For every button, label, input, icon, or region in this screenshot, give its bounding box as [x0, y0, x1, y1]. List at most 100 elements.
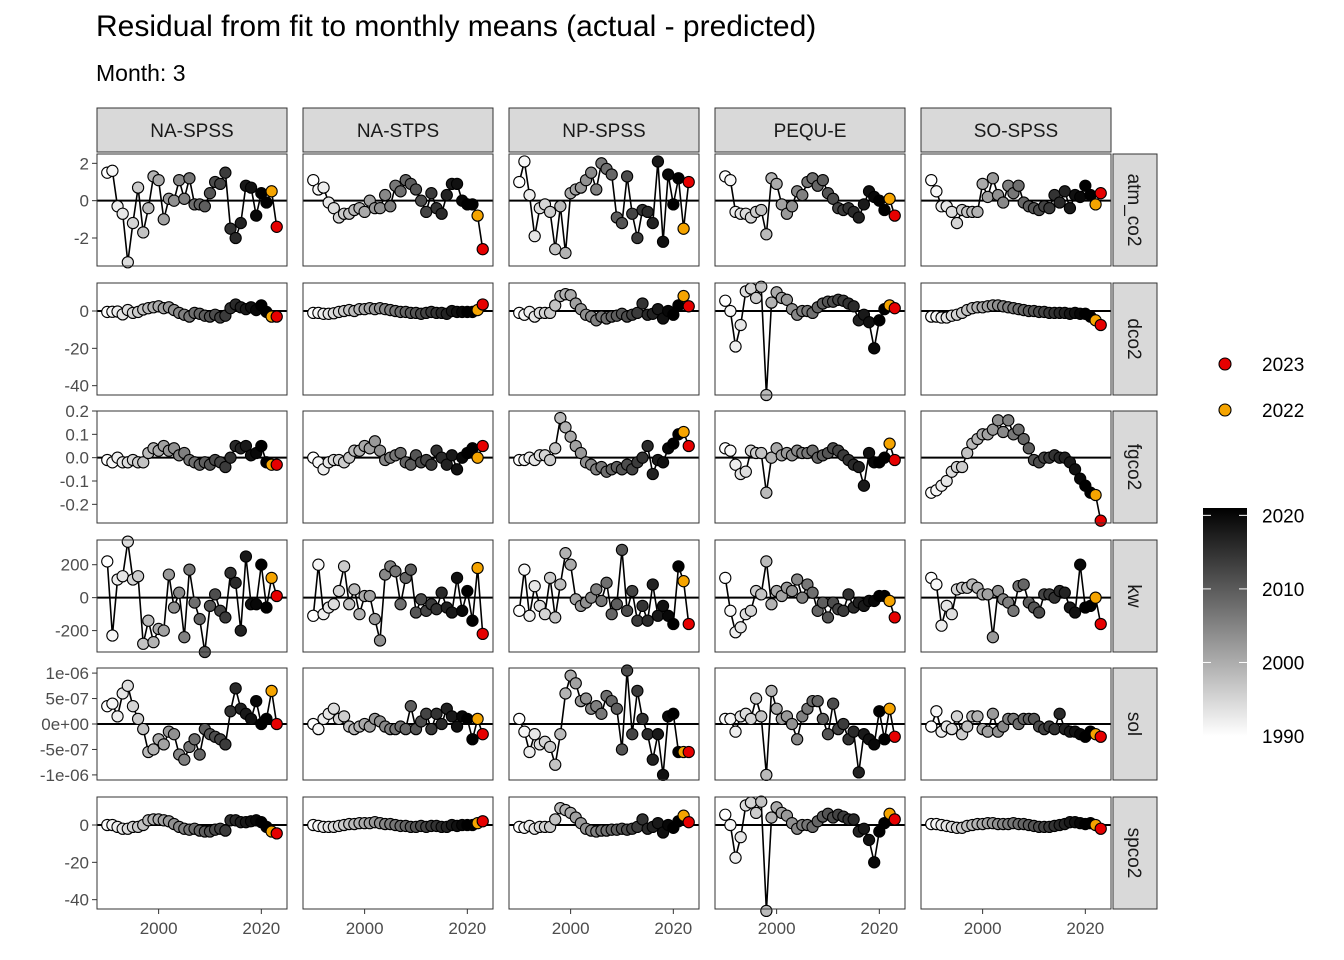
point-2008 — [193, 612, 206, 626]
row-strip — [1112, 796, 1158, 910]
point-1991 — [724, 444, 737, 457]
panel-NP-SPSS-spco2 — [508, 796, 700, 910]
point-2010 — [615, 543, 629, 557]
point-2009 — [1022, 442, 1035, 455]
point-2014 — [430, 603, 443, 616]
point-1995 — [744, 796, 758, 809]
row-strip-label: dco2 — [1123, 318, 1144, 359]
point-1992 — [729, 340, 742, 353]
point-2009 — [610, 702, 623, 715]
point-2011 — [620, 604, 634, 617]
point-2016 — [646, 216, 659, 230]
panel-NA-SPSS-dco2 — [96, 282, 288, 396]
point-1994 — [121, 679, 134, 692]
point-2018 — [244, 181, 258, 194]
row-strip-label: fgco2 — [1123, 444, 1144, 490]
point-2007 — [394, 598, 407, 611]
panel-NA-SPSS-fgco2 — [96, 410, 288, 524]
point-2023 — [1094, 187, 1107, 200]
point-2002 — [780, 293, 794, 306]
point-2014 — [224, 566, 237, 580]
point-2013 — [631, 231, 644, 245]
point-2021 — [260, 712, 273, 726]
column-strip — [920, 107, 1112, 153]
y-tick-label: -40 — [64, 891, 89, 910]
point-1992 — [729, 458, 742, 471]
point-1993 — [734, 830, 747, 844]
point-2015 — [641, 205, 654, 219]
panel-background — [97, 283, 287, 395]
point-2005 — [1002, 414, 1015, 427]
point-2006 — [183, 563, 196, 576]
panel-NA-STPS-spco2 — [302, 796, 494, 910]
x-tick-label: 2000 — [964, 919, 1002, 938]
column-strip-label: PEQU-E — [774, 121, 847, 142]
point-2003 — [167, 601, 181, 614]
colorbar-label: 2000 — [1262, 653, 1304, 674]
point-2010 — [203, 187, 217, 200]
point-2008 — [399, 722, 412, 736]
y-tick-label: 5e-07 — [46, 690, 89, 709]
point-2013 — [837, 604, 850, 617]
point-2022 — [677, 289, 690, 303]
colorbar-label: 2010 — [1262, 580, 1304, 601]
point-2022 — [471, 451, 484, 464]
row-strip — [1112, 667, 1158, 781]
point-2001 — [981, 190, 994, 204]
panel-border — [96, 667, 288, 781]
point-2023 — [888, 453, 901, 467]
point-2022 — [1089, 488, 1102, 502]
column-strip-label: NA-STPS — [357, 121, 439, 142]
point-1995 — [126, 700, 140, 713]
point-2011 — [208, 588, 222, 601]
point-2016 — [646, 467, 659, 481]
point-2015 — [229, 682, 242, 695]
point-1993 — [940, 474, 953, 488]
point-1996 — [131, 181, 145, 194]
point-2022 — [265, 571, 278, 585]
point-1997 — [549, 442, 562, 455]
panel-border — [302, 667, 494, 781]
point-2015 — [641, 728, 654, 741]
panel-background — [97, 540, 287, 652]
point-2014 — [224, 451, 237, 464]
y-tick-label: -20 — [64, 853, 89, 872]
y-tick-label: -200 — [55, 622, 89, 641]
panel-PEQU-E-sol — [714, 667, 906, 782]
point-2018 — [862, 833, 876, 847]
point-2019 — [662, 168, 675, 181]
column-strip-label: NP-SPSS — [562, 121, 645, 142]
point-2017 — [445, 606, 459, 619]
point-2016 — [1058, 586, 1071, 599]
point-1991 — [312, 558, 325, 571]
point-2018 — [656, 235, 670, 248]
panel-NP-SPSS-kw — [508, 539, 700, 653]
point-2009 — [610, 598, 623, 611]
point-1991 — [724, 304, 737, 318]
panel-border — [920, 282, 1112, 396]
y-tick-label: 0.0 — [65, 449, 89, 468]
panel-border — [714, 667, 906, 781]
point-2019 — [868, 738, 881, 751]
point-2020 — [667, 308, 680, 321]
panel-background — [921, 283, 1111, 395]
point-2023 — [1094, 822, 1107, 835]
point-1998 — [554, 728, 567, 741]
point-2019 — [250, 209, 263, 222]
point-2010 — [409, 183, 423, 196]
point-1996 — [543, 453, 557, 467]
point-1991 — [106, 629, 119, 642]
point-1990 — [307, 173, 320, 187]
point-2023 — [682, 175, 695, 189]
point-2007 — [188, 733, 201, 746]
point-2017 — [857, 822, 871, 835]
point-1992 — [111, 710, 124, 723]
point-2015 — [847, 300, 860, 313]
point-2023 — [270, 589, 283, 603]
y-tick-label: 0 — [80, 816, 89, 835]
point-2008 — [1017, 578, 1030, 591]
point-1996 — [337, 710, 351, 723]
point-1994 — [327, 201, 340, 215]
point-2003 — [785, 717, 799, 731]
